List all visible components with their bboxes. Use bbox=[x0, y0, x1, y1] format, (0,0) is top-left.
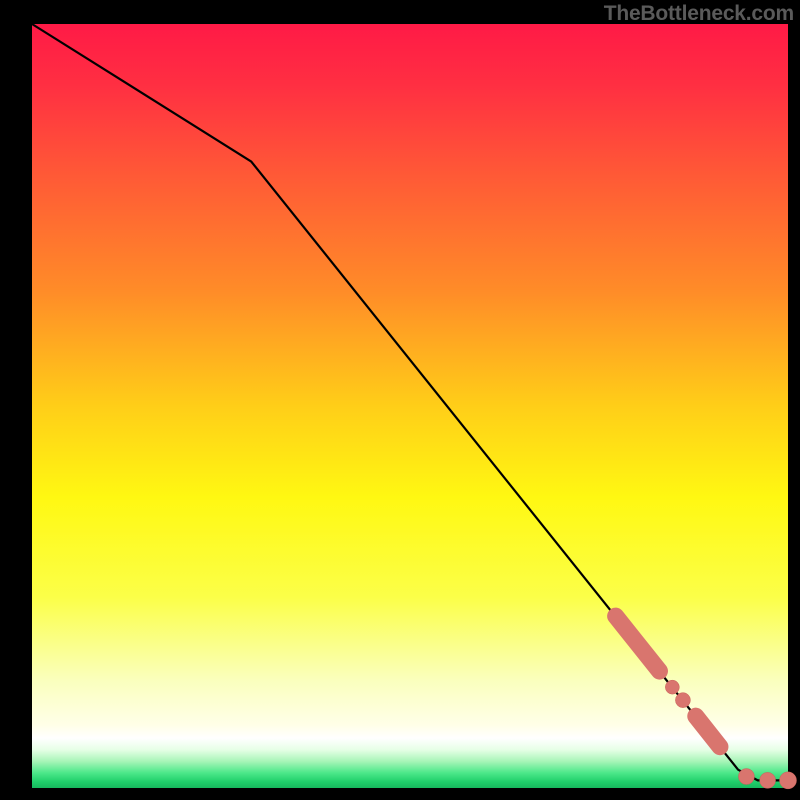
chart-svg bbox=[0, 0, 800, 800]
data-marker-dot bbox=[760, 772, 776, 788]
data-marker-dot bbox=[665, 680, 679, 694]
data-marker-dot bbox=[738, 769, 754, 785]
gradient-background bbox=[32, 24, 788, 788]
data-marker-dot bbox=[675, 693, 690, 708]
chart-container: TheBottleneck.com bbox=[0, 0, 800, 800]
watermark-text: TheBottleneck.com bbox=[604, 2, 794, 26]
data-marker-dot bbox=[780, 772, 797, 789]
